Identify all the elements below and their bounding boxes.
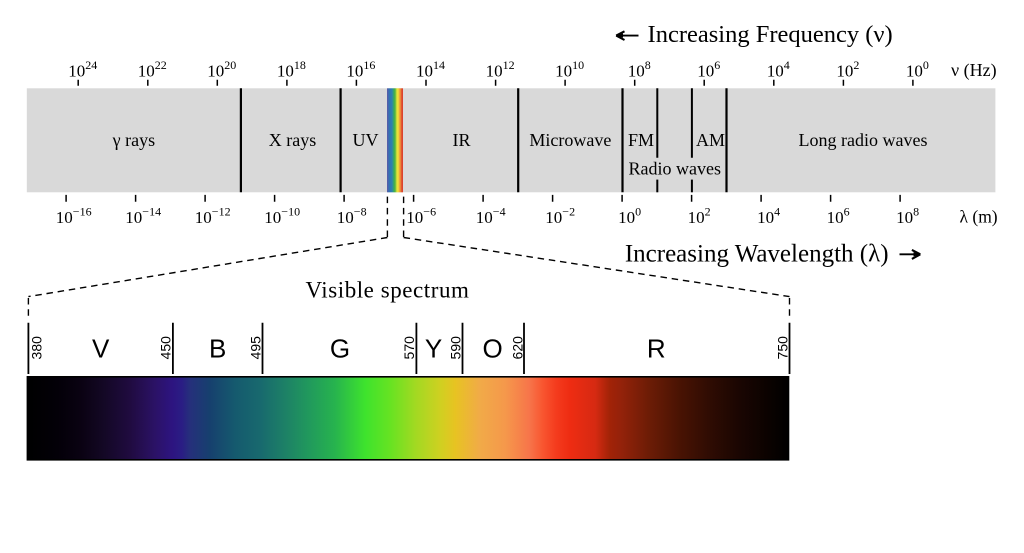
- svg-text:100: 100: [906, 58, 929, 81]
- svg-text:750: 750: [774, 336, 790, 360]
- svg-text:495: 495: [247, 336, 263, 360]
- svg-text:FM: FM: [628, 130, 654, 150]
- svg-text:590: 590: [447, 336, 463, 360]
- svg-text:1024: 1024: [68, 58, 97, 81]
- svg-text:10−8: 10−8: [337, 205, 367, 228]
- svg-text:106: 106: [827, 205, 850, 228]
- svg-text:106: 106: [697, 58, 720, 81]
- svg-text:λ (m): λ (m): [960, 207, 998, 227]
- svg-text:UV: UV: [353, 130, 379, 150]
- svg-text:Radio waves: Radio waves: [629, 159, 721, 179]
- svg-text:O: O: [482, 334, 502, 364]
- svg-text:102: 102: [688, 205, 711, 228]
- svg-text:AM: AM: [696, 130, 725, 150]
- svg-text:1010: 1010: [555, 58, 584, 81]
- svg-text:G: G: [330, 334, 350, 364]
- svg-text:Microwave: Microwave: [529, 130, 611, 150]
- svg-text:1022: 1022: [138, 58, 167, 81]
- svg-text:1014: 1014: [416, 58, 445, 81]
- svg-text:B: B: [209, 334, 226, 364]
- svg-text:108: 108: [896, 205, 919, 228]
- svg-text:1012: 1012: [486, 58, 515, 81]
- svg-text:Long radio waves: Long radio waves: [799, 130, 928, 150]
- svg-text:108: 108: [628, 58, 651, 81]
- svg-text:V: V: [92, 334, 110, 364]
- svg-text:100: 100: [618, 205, 641, 228]
- svg-text:Increasing Frequency (ν): Increasing Frequency (ν): [648, 21, 893, 48]
- svg-text:γ rays: γ rays: [112, 130, 155, 150]
- svg-text:10−6: 10−6: [406, 205, 436, 228]
- svg-text:104: 104: [757, 205, 780, 228]
- svg-text:380: 380: [29, 336, 45, 360]
- svg-text:10−2: 10−2: [545, 205, 575, 228]
- svg-text:1016: 1016: [346, 58, 375, 81]
- svg-text:450: 450: [158, 336, 174, 360]
- svg-text:X rays: X rays: [269, 130, 317, 150]
- svg-text:10−12: 10−12: [195, 205, 231, 228]
- svg-text:1018: 1018: [277, 58, 306, 81]
- svg-text:104: 104: [767, 58, 790, 81]
- svg-text:570: 570: [401, 336, 417, 360]
- svg-text:620: 620: [509, 336, 525, 360]
- svg-text:Visible spectrum: Visible spectrum: [306, 278, 470, 303]
- svg-text:Increasing Wavelength (λ): Increasing Wavelength (λ): [625, 241, 889, 268]
- svg-text:10−10: 10−10: [264, 205, 300, 228]
- svg-text:Y: Y: [425, 334, 442, 364]
- svg-text:102: 102: [836, 58, 859, 81]
- svg-text:10−4: 10−4: [476, 205, 506, 228]
- svg-text:10−16: 10−16: [56, 205, 92, 228]
- svg-text:ν (Hz): ν (Hz): [951, 60, 997, 81]
- svg-text:R: R: [647, 334, 666, 364]
- svg-text:10−14: 10−14: [125, 205, 161, 228]
- svg-text:IR: IR: [453, 130, 471, 150]
- svg-text:1020: 1020: [207, 58, 236, 81]
